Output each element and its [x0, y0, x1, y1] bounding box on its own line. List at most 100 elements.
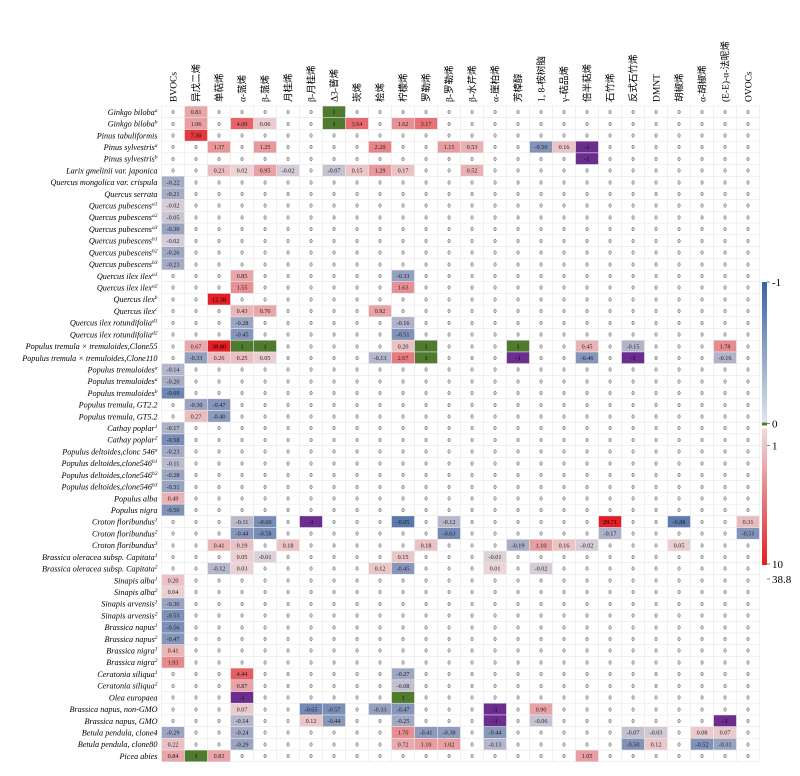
column-label: OVOCs [745, 71, 755, 102]
cell-value: 0 [700, 648, 703, 655]
cell-value: 0 [194, 472, 197, 479]
cell-value: 0 [562, 753, 565, 760]
cell-value: 0 [608, 730, 611, 737]
cell-value: -0.65 [305, 706, 318, 713]
cell-value: 0 [516, 261, 519, 268]
cell-value: 0 [309, 156, 312, 163]
cell-value: 0 [286, 624, 289, 631]
cell-value: 0 [539, 214, 542, 221]
cell-value: -0.50 [167, 507, 180, 514]
cell-value: 0.16 [559, 542, 570, 549]
cell-value: 0 [677, 296, 680, 303]
cell-value: 0 [401, 589, 404, 596]
cell-value: 0 [539, 191, 542, 198]
cell-value: 0 [424, 648, 427, 655]
cell-value: 0 [516, 226, 519, 233]
cell-value: 0 [424, 273, 427, 280]
heatmap-cell [161, 363, 185, 376]
cell-value: 0 [286, 121, 289, 128]
row-label: Picea abies [119, 752, 158, 761]
cell-value: 0 [585, 378, 588, 385]
cell-value: 0.92 [375, 308, 386, 315]
column-label: 芳樟醇 [513, 73, 525, 102]
cell-value: 0 [608, 414, 611, 421]
cell-value: 0 [355, 238, 358, 245]
row-label: Quercus ilexb [113, 295, 157, 304]
cell-value: 0 [700, 109, 703, 116]
cell-value: 0 [401, 250, 404, 257]
heatmap-cell [207, 352, 231, 364]
cell-value: -0.29 [167, 730, 180, 737]
heatmap-cell [483, 726, 507, 739]
heatmap-cell [207, 410, 231, 422]
cell-value: 0 [447, 355, 450, 362]
heatmap-cell [161, 199, 185, 212]
cell-value: 0 [470, 250, 473, 257]
cell-value: 0 [700, 214, 703, 221]
cell-value: 0 [378, 624, 381, 631]
cell-value: 0 [332, 332, 335, 339]
cell-value: 0 [378, 121, 381, 128]
heatmap-cell [575, 352, 599, 364]
cell-value: 0 [447, 378, 450, 385]
cell-value: 0 [401, 203, 404, 210]
cell-value: 0 [516, 179, 519, 186]
cell-value: 0 [401, 191, 404, 198]
row-label: Pinus tabuliformis [96, 131, 158, 140]
cell-value: 0 [562, 601, 565, 608]
cell-value: 0 [286, 261, 289, 268]
cell-value: 0 [585, 308, 588, 315]
cell-value: 0 [355, 624, 358, 631]
cell-value: 0 [562, 730, 565, 737]
cell-value: 0 [677, 390, 680, 397]
cell-value: 0 [746, 706, 749, 713]
heatmap-cell [299, 703, 323, 715]
cell-value: 0 [677, 636, 680, 643]
cell-value: 1.55 [237, 285, 248, 292]
cell-value: 0.85 [237, 273, 248, 280]
cell-value: 0 [493, 648, 496, 655]
row-label: Quercus pubescensa3 [89, 225, 158, 234]
row-label: Populus tremuloidesa [87, 377, 158, 386]
cell-value: 0 [585, 179, 588, 186]
cell-value: 0 [539, 507, 542, 514]
cell-value: 0 [263, 472, 266, 479]
cell-value: 0 [562, 425, 565, 432]
cell-value: 0 [194, 613, 197, 620]
heatmap-cell [621, 738, 645, 750]
cell-value: 0 [355, 156, 358, 163]
cell-value: 0 [539, 296, 542, 303]
cell-value: 0 [309, 203, 312, 210]
cell-value: -0.53 [167, 613, 180, 620]
cell-value: 0 [378, 601, 381, 608]
cell-value: 0 [608, 636, 611, 643]
cell-value: -0.08 [397, 683, 410, 690]
cell-value: 0 [562, 589, 565, 596]
cell-value: 0 [217, 741, 220, 748]
cell-value: 0 [746, 566, 749, 573]
cell-value: 0 [355, 226, 358, 233]
cell-value: 0 [562, 238, 565, 245]
heatmap-cell [161, 633, 185, 645]
cell-value: 0 [677, 320, 680, 327]
cell-value: 0 [516, 425, 519, 432]
cell-value: 0 [539, 495, 542, 502]
cell-value: 0 [378, 730, 381, 737]
cell-value: 0 [539, 308, 542, 315]
cell-value: 0 [493, 226, 496, 233]
cell-value: 0 [263, 226, 266, 233]
cell-value: 0 [700, 414, 703, 421]
heatmap-cell [161, 223, 185, 235]
cell-value: 0 [746, 718, 749, 725]
cell-value: 0 [447, 577, 450, 584]
heatmap-cell [414, 726, 438, 739]
heatmap-cell [713, 340, 737, 352]
cell-value: 0 [286, 648, 289, 655]
cell-value: 0 [470, 577, 473, 584]
cell-value: 0 [493, 449, 496, 456]
cell-value: -1 [492, 706, 497, 713]
cell-value: 0 [332, 191, 335, 198]
cell-value: 0 [309, 402, 312, 409]
cell-value: 0 [424, 472, 427, 479]
cell-value: 0 [240, 472, 243, 479]
